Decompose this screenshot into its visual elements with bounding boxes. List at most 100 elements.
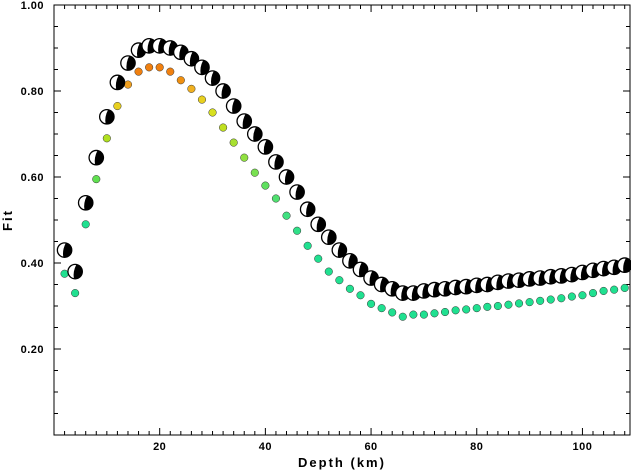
beachball-compression-quadrant (126, 55, 136, 71)
beachball-compression-quadrant (232, 98, 241, 114)
dot-point (324, 267, 333, 276)
dot-point (187, 84, 196, 93)
dot-point (92, 175, 101, 184)
dot-point (219, 123, 228, 132)
beachball-point (109, 74, 126, 91)
beachball-compression-quadrant (62, 243, 72, 258)
x-tick-label: 80 (470, 441, 483, 453)
beachball-point (215, 83, 231, 99)
dot-point (71, 289, 80, 298)
beachball-compression-quadrant (306, 202, 315, 217)
dot-point (409, 310, 418, 319)
y-tick-label: 1.00 (21, 0, 44, 12)
y-tick-label: 0.80 (21, 86, 44, 98)
beachball-point (616, 257, 631, 273)
dot-point (451, 306, 460, 315)
dot-point (282, 211, 291, 220)
beachball-compression-quadrant (623, 258, 631, 273)
beachball-point (342, 253, 358, 269)
dot-point (145, 63, 154, 72)
dot-point (493, 301, 502, 311)
x-tick-label: 60 (364, 441, 377, 453)
dot-point (472, 304, 481, 313)
dot-point (155, 63, 164, 72)
beachball-point (289, 184, 305, 200)
beachball-compression-quadrant (337, 243, 347, 258)
dot-point (335, 276, 344, 285)
beachball-compression-quadrant (253, 126, 263, 142)
y-tick-label: 0.20 (21, 344, 44, 356)
beachball-point (67, 263, 83, 280)
dot-point (250, 168, 259, 177)
dot-point (314, 254, 323, 263)
dot-point (514, 299, 524, 308)
dot-point (81, 220, 90, 229)
dot-point (113, 102, 122, 111)
beachball-compression-quadrant (84, 195, 93, 210)
dot-point (240, 153, 249, 162)
beachball-compression-quadrant (295, 184, 305, 200)
beachball-point (120, 55, 136, 71)
beachball-point (299, 201, 316, 218)
dot-point (123, 80, 133, 89)
dot-point (504, 300, 513, 309)
dot-point (261, 181, 270, 190)
beachball-compression-quadrant (73, 264, 83, 279)
dot-point (567, 292, 576, 301)
beachball-compression-quadrant (263, 139, 273, 155)
y-axis-label: Fit (0, 209, 15, 231)
dot-point (483, 302, 492, 311)
dot-point (620, 283, 629, 292)
beachball-point (236, 113, 253, 129)
x-axis-label: Depth (km) (298, 455, 386, 470)
dot-point (176, 76, 185, 85)
beachball-compression-quadrant (200, 60, 210, 75)
dot-series (60, 63, 629, 321)
beachball-compression-quadrant (242, 114, 252, 129)
beachball-point (194, 59, 210, 76)
dot-point (419, 310, 428, 319)
dot-point (610, 285, 619, 294)
x-tick-label: 20 (153, 441, 166, 453)
dot-point (229, 138, 238, 147)
beachball-point (331, 242, 348, 258)
beachball-compression-quadrant (115, 75, 125, 90)
dot-point (430, 309, 439, 318)
dot-point (388, 308, 397, 317)
beachball-point (77, 194, 94, 211)
beachball-series (56, 37, 631, 301)
beachball-point (278, 169, 295, 185)
dot-point (102, 134, 111, 143)
beachball-compression-quadrant (94, 150, 104, 165)
dot-point (271, 194, 280, 203)
dot-point (578, 291, 587, 300)
dot-point (166, 67, 175, 76)
beachball-compression-quadrant (221, 83, 231, 99)
dot-point (134, 67, 143, 76)
dot-point (60, 269, 69, 278)
dot-point (293, 226, 302, 235)
dot-point (377, 304, 386, 313)
beachball-point (204, 70, 221, 86)
y-tick-label: 0.60 (21, 172, 44, 184)
x-tick-label: 40 (259, 441, 272, 453)
dot-point (599, 286, 608, 296)
tick-labels: 20 40 60 80 100 0.20 0.40 0.60 0.80 1.00 (21, 0, 592, 453)
y-tick-label: 0.40 (21, 258, 44, 270)
beachball-point (88, 149, 105, 166)
dot-point (367, 299, 376, 308)
dot-point (440, 307, 450, 317)
dot-point (356, 291, 365, 300)
beachball-point (310, 216, 327, 233)
beachball-point (320, 229, 337, 246)
dot-point (525, 298, 534, 307)
beachball-compression-quadrant (105, 109, 115, 124)
dot-point (462, 305, 471, 314)
dot-point (197, 95, 207, 104)
dot-point (546, 295, 555, 304)
beachball-compression-quadrant (274, 154, 284, 170)
beachball-point (268, 154, 284, 170)
dot-point (557, 294, 566, 303)
